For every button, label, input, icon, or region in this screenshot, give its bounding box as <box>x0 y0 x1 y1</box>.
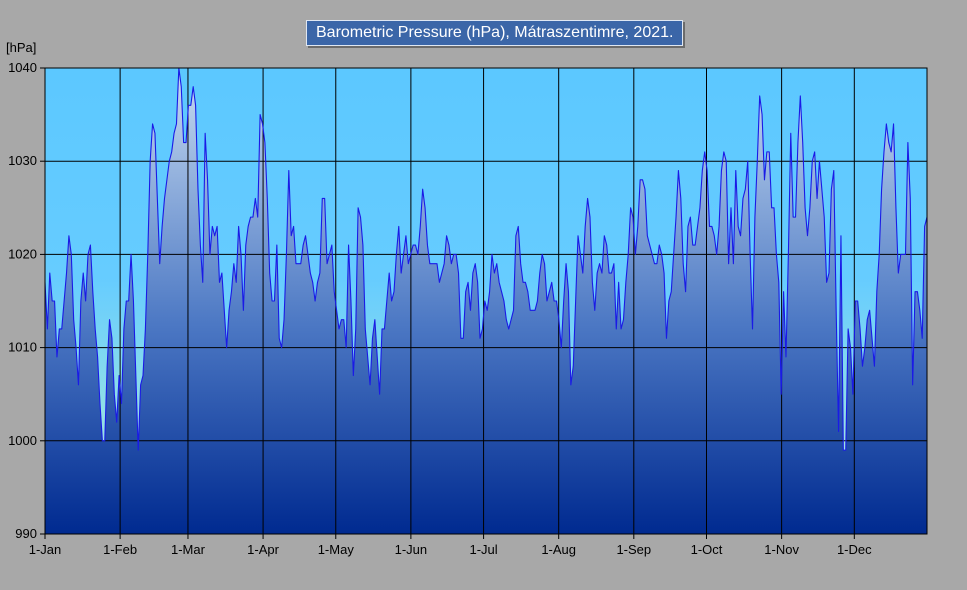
x-tick-label: 1-Mar <box>171 542 206 557</box>
x-tick-label: 1-Apr <box>247 542 279 557</box>
pressure-series-line <box>44 67 928 451</box>
x-tick-label: 1-Jun <box>395 542 428 557</box>
chart-title: Barometric Pressure (hPa), Mátraszentimr… <box>306 20 684 46</box>
y-tick-label: 1020 <box>8 246 37 261</box>
x-tick-label: 1-Jul <box>469 542 497 557</box>
x-tick-label: 1-Aug <box>541 542 576 557</box>
y-axis-unit-label: [hPa] <box>6 40 37 55</box>
x-tick-label: 1-Jan <box>29 542 62 557</box>
x-tick-label: 1-Oct <box>691 542 723 557</box>
y-tick-label: 1010 <box>8 340 37 355</box>
y-tick-label: 1040 <box>8 60 37 75</box>
x-tick-label: 1-Dec <box>837 542 872 557</box>
x-tick-label: 1-Feb <box>103 542 137 557</box>
y-tick-label: 1000 <box>8 433 37 448</box>
y-tick-label: 990 <box>15 526 37 541</box>
x-tick-label: 1-Sep <box>616 542 651 557</box>
y-tick-label: 1030 <box>8 153 37 168</box>
plot-frame <box>44 67 928 535</box>
x-tick-label: 1-Nov <box>764 542 799 557</box>
x-tick-label: 1-May <box>318 542 355 557</box>
